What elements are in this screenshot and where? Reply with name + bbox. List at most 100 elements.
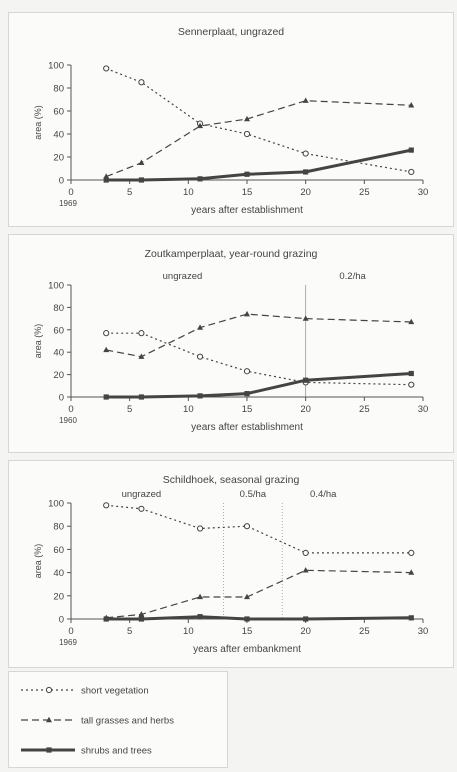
series-short-vegetation (103, 330, 415, 388)
y-tick-label: 100 (48, 281, 64, 292)
x-axis-title: years after establishment (191, 422, 303, 433)
data-point (138, 505, 145, 512)
series-line (106, 148, 412, 182)
data-point (196, 525, 204, 532)
x-tick-label: 25 (359, 404, 370, 415)
legend-label: tall grasses and herbs (81, 716, 174, 727)
x-tick-label: 10 (183, 187, 194, 198)
chart-svg-sennerplaat: Sennerplaat, ungrazed 0 20 40 60 80 100 0 5 10 15 2… (33, 26, 429, 216)
data-point (302, 150, 309, 157)
y-tick-label: 80 (53, 303, 64, 314)
legend-swatch-marker (46, 747, 52, 753)
x-tick-label: 30 (418, 187, 429, 198)
data-point (408, 370, 414, 377)
x-axis-title: years after establishment (191, 205, 303, 216)
x-tick-label: 25 (359, 626, 370, 637)
chart-title: Schildhoek, seasonal grazing (163, 474, 300, 486)
period-annotation: 0.2/ha (339, 271, 366, 282)
data-point (138, 79, 145, 86)
x-tick-label: 10 (183, 626, 194, 637)
data-point (138, 330, 145, 337)
data-point (303, 616, 309, 622)
data-point (302, 315, 309, 321)
data-point (302, 567, 309, 573)
series-line (106, 372, 412, 399)
x-start-year-label: 1969 (59, 199, 77, 208)
data-point (103, 616, 109, 622)
series-shrubs-and-trees (103, 370, 414, 400)
y-tick-label: 100 (48, 61, 64, 72)
series-shrubs-and-trees (103, 614, 414, 622)
x-tick-label: 15 (242, 187, 253, 198)
x-tick-label: 0 (68, 187, 73, 198)
series-line (105, 67, 412, 173)
data-point (244, 391, 250, 397)
data-point (103, 330, 110, 337)
series-tall-grasses-and-herbs (103, 567, 415, 621)
y-tick-label: 40 (53, 130, 64, 141)
data-point (408, 102, 415, 108)
data-point (243, 523, 251, 530)
data-point (138, 616, 144, 622)
y-tick-label: 40 (53, 568, 64, 579)
chart-panel-sennerplaat: Sennerplaat, ungrazed 0 20 40 60 80 100 0 5 10 15 2… (8, 12, 454, 227)
x-tick-label: 30 (418, 404, 429, 415)
data-point (197, 393, 203, 399)
y-axis-title: area (%) (33, 105, 43, 140)
data-point (302, 549, 309, 556)
period-annotation: ungrazed (122, 489, 162, 500)
data-point (243, 130, 251, 138)
data-point (408, 147, 414, 153)
data-point (303, 169, 309, 175)
period-annotation: 0.5/ha (240, 489, 267, 500)
y-tick-label: 80 (53, 84, 64, 95)
period-annotation: ungrazed (163, 271, 203, 282)
y-tick-label: 20 (53, 153, 64, 164)
y-tick-label: 100 (48, 499, 64, 510)
x-tick-label: 5 (127, 187, 132, 198)
data-point (196, 353, 204, 360)
x-tick-label: 30 (418, 626, 429, 637)
data-point (408, 381, 415, 388)
data-point (138, 394, 144, 400)
data-point (138, 159, 145, 165)
x-tick-label: 0 (68, 626, 73, 637)
series-line (105, 100, 412, 178)
data-point (138, 177, 144, 183)
data-point (197, 593, 204, 600)
data-point (197, 614, 203, 620)
data-point (244, 593, 250, 600)
data-point (103, 65, 110, 72)
x-start-year-label: 1969 (59, 638, 77, 647)
series-line (106, 313, 412, 358)
series-line (106, 504, 412, 554)
data-point (244, 310, 250, 317)
legend-svg: short vegetation tall grasses and herbs sh… (21, 686, 174, 757)
y-axis-title: area (%) (33, 324, 43, 359)
chart-legend: short vegetation tall grasses and herbs sh… (8, 671, 228, 768)
data-point (408, 615, 414, 621)
x-tick-label: 20 (300, 187, 311, 198)
legend-swatch-marker (45, 686, 53, 694)
data-point (197, 122, 204, 129)
data-point (408, 569, 415, 575)
data-point (408, 549, 415, 556)
series-shrubs-and-trees (103, 147, 414, 183)
x-tick-label: 20 (300, 404, 311, 415)
chart-title: Zoutkamperplaat, year-round grazing (145, 248, 318, 260)
x-start-year-label: 1960 (59, 416, 77, 425)
x-axis-title: years after embankment (193, 644, 301, 655)
x-tick-label: 25 (359, 187, 370, 198)
x-tick-label: 0 (68, 404, 73, 415)
data-point (244, 616, 250, 622)
y-tick-label: 60 (53, 325, 64, 336)
series-short-vegetation (103, 502, 415, 556)
data-point (103, 394, 109, 400)
chart-panel-schildhoek: Schildhoek, seasonal grazing ungrazed 0.5/… (8, 460, 454, 668)
x-tick-label: 20 (300, 626, 311, 637)
period-annotation: 0.4/ha (310, 489, 337, 500)
x-tick-label: 5 (127, 626, 132, 637)
chart-svg-zoutkamperplaat: Zoutkamperplaat, year-round grazing ungra… (33, 248, 429, 433)
series-line (106, 615, 412, 621)
